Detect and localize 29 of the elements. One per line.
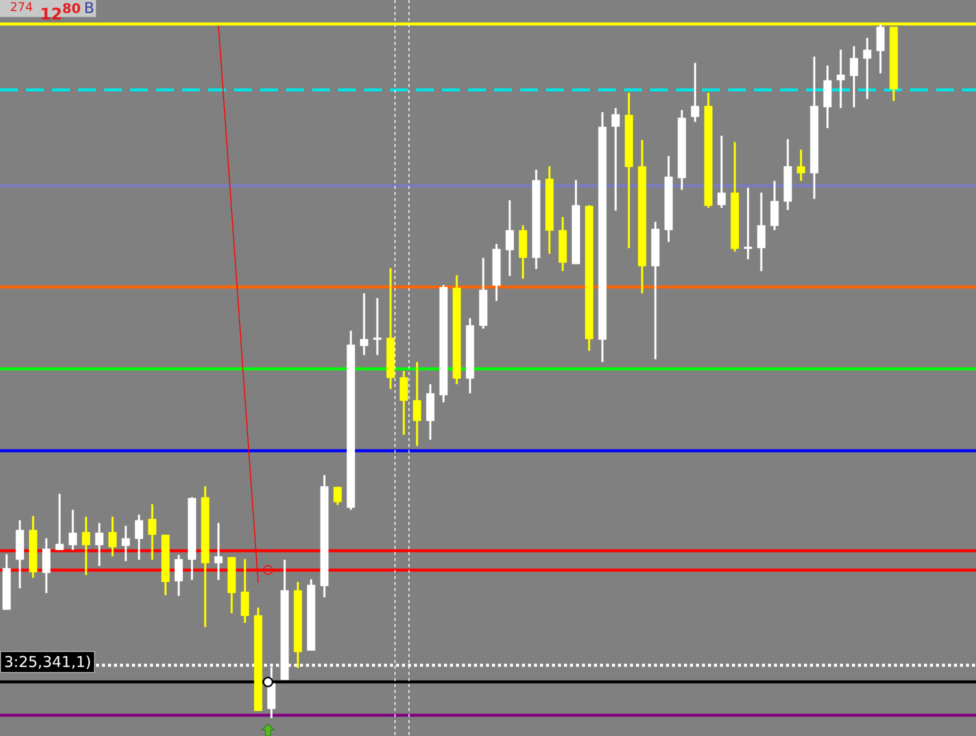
- candlestick: [334, 486, 342, 506]
- candlestick: [174, 554, 183, 597]
- candlestick: [400, 370, 408, 436]
- candlestick: [55, 492, 64, 552]
- candlestick: [134, 514, 144, 561]
- candlestick: [412, 360, 422, 447]
- candlestick: [95, 522, 104, 568]
- candlestick: [796, 148, 806, 182]
- candlestick: [744, 186, 752, 260]
- candlestick: [373, 297, 382, 356]
- candlestick: [148, 503, 156, 561]
- candlestick: [108, 516, 117, 558]
- candlestick: [690, 62, 700, 123]
- candlestick: [214, 522, 223, 581]
- candlestick: [612, 106, 620, 212]
- text: 12$^{80}$: [40, 2, 81, 24]
- candlestick: [360, 292, 368, 356]
- candlestick: [836, 48, 845, 109]
- candlestick: [82, 516, 90, 576]
- candlestick: [863, 36, 872, 100]
- candlestick: [850, 45, 858, 108]
- text: B: [84, 0, 94, 17]
- candlestick: [757, 192, 766, 272]
- annotation: 3:25,341,1): [0, 651, 96, 673]
- candlestick: [122, 524, 130, 562]
- text: 274: [10, 0, 33, 14]
- candlestick: [68, 508, 77, 552]
- candlestick: [506, 199, 514, 277]
- candlestick: [717, 134, 726, 209]
